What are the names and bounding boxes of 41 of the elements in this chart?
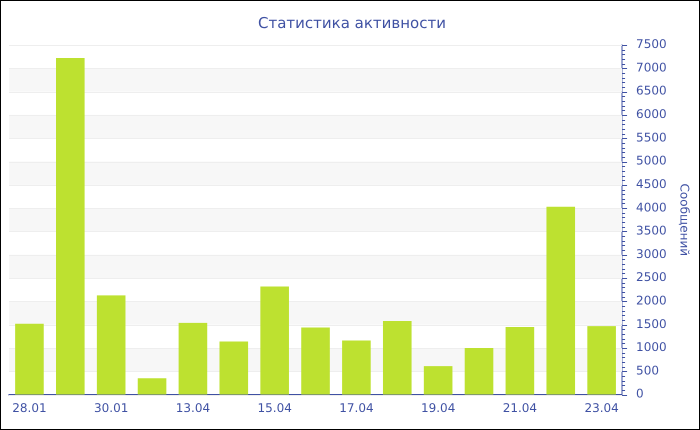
bar: [342, 340, 371, 395]
x-tick-label: 28.01: [12, 400, 47, 415]
y-tick-label: 3000: [636, 246, 667, 261]
bar: [178, 322, 208, 395]
y-tick-label: 7000: [636, 60, 667, 74]
bar: [301, 327, 330, 395]
x-tick-label: 13.04: [176, 400, 210, 415]
y-tick-label: 500: [636, 363, 659, 378]
bar: [382, 320, 412, 395]
y-tick-label: 0: [636, 386, 644, 401]
x-tick-label: 21.04: [502, 400, 538, 415]
y-tick-label: 1000: [636, 340, 667, 354]
y-tick-label: 2000: [636, 294, 667, 308]
y-tick-label: 7500: [636, 37, 667, 52]
y-tick-label: 5000: [636, 154, 667, 168]
x-tick-label: 15.04: [257, 400, 292, 415]
y-tick-label: 2500: [636, 270, 667, 284]
y-tick-label: 4500: [636, 176, 667, 191]
bar: [96, 295, 126, 395]
y-tick-label: 5500: [636, 130, 667, 144]
y-tick-label: 3500: [636, 224, 667, 238]
bar: [138, 378, 166, 395]
y-tick-label: 6500: [636, 84, 667, 98]
bar: [219, 341, 248, 395]
x-tick-label: 30.01: [94, 400, 128, 415]
bar: [56, 58, 85, 395]
bar: [15, 324, 44, 395]
bar: [506, 327, 534, 395]
x-tick-label: 23.04: [584, 400, 619, 415]
bar: [587, 326, 616, 395]
y-tick-label: 4000: [636, 200, 667, 214]
bar: [464, 348, 494, 395]
y-tick-label: 6000: [636, 107, 667, 122]
y-tick-label: 1500: [636, 316, 667, 331]
x-tick-label: 17.04: [339, 400, 374, 415]
bar: [260, 286, 289, 395]
chart-title: Статистика активности: [258, 14, 446, 32]
y-axis-title: Сообщений: [678, 184, 692, 256]
x-tick-label: 19.04: [420, 400, 456, 415]
bar: [424, 366, 452, 395]
bar: [546, 206, 576, 395]
